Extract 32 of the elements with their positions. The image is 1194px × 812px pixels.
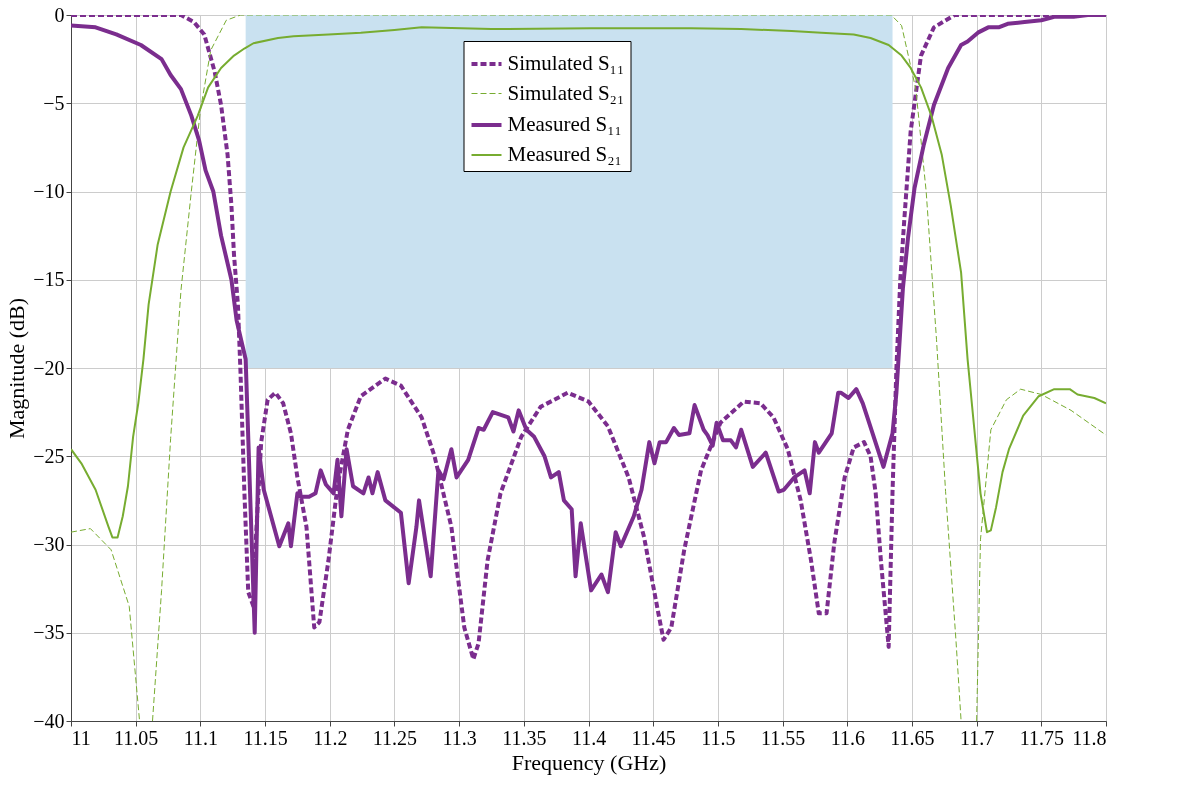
x-tick-label: 11.45	[631, 726, 676, 749]
y-tick-label: −30	[33, 533, 65, 555]
x-tick-label: 11.1	[183, 726, 219, 749]
x-axis-title: Frequency (GHz)	[511, 749, 667, 775]
y-tick-label: −25	[33, 444, 65, 467]
y-tick-label: −20	[33, 356, 65, 379]
y-tick-label: −10	[33, 180, 65, 202]
legend-label: Simulated S₂₁	[507, 80, 625, 105]
x-tick-label: 11.05	[114, 726, 159, 749]
legend-label: Measured S₂₁	[507, 142, 622, 166]
x-tick-label: 11.4	[571, 726, 607, 749]
x-tick-label: 11.3	[442, 726, 477, 749]
y-tick-label: 0	[54, 3, 65, 26]
x-tick-label: 11.75	[1019, 726, 1064, 749]
x-tick-label: 11	[71, 726, 91, 749]
x-tick-label: 11.15	[243, 726, 288, 749]
y-axis-title: Magnitude (dB)	[4, 297, 30, 440]
x-tick-label: 11.8	[1072, 726, 1107, 749]
x-tick-label: 11.7	[959, 726, 995, 749]
x-tick-label: 11.55	[760, 726, 806, 749]
legend-label: Measured S₁₁	[507, 112, 622, 136]
y-tick-label: −35	[33, 621, 65, 644]
y-tick-label: −5	[43, 91, 65, 114]
legend-label: Simulated S₁₁	[507, 51, 625, 75]
x-tick-label: 11.6	[830, 726, 865, 749]
x-tick-label: 11.25	[372, 726, 418, 749]
x-tick-label: 11.5	[701, 726, 736, 749]
x-tick-label: 11.2	[313, 726, 348, 749]
y-tick-label: −15	[33, 268, 65, 291]
x-tick-label: 11.65	[890, 726, 935, 749]
y-tick-label: −40	[33, 709, 65, 732]
x-tick-label: 11.35	[502, 726, 547, 749]
